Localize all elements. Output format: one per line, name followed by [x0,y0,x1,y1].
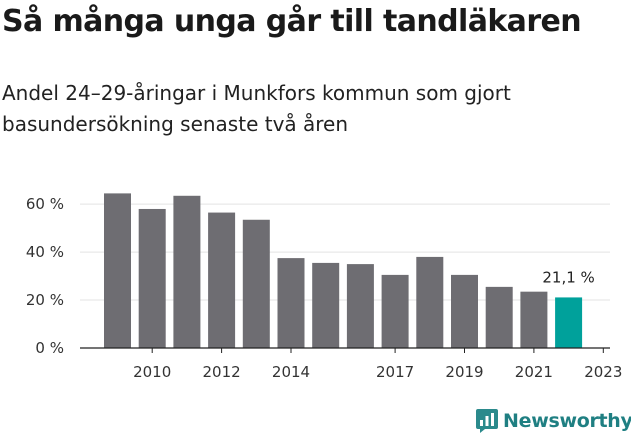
bar [346,264,374,348]
brand-name: Newsworthy [503,410,631,432]
bars [104,193,583,348]
x-tick-label: 2021 [515,363,553,381]
axes [80,347,610,353]
x-tick-label: 2012 [203,363,241,381]
brand-logo: Newsworthy [476,406,631,436]
chart-subtitle: Andel 24–29-åringar i Munkfors kommun so… [2,81,511,136]
bar [416,256,444,348]
x-tick-label: 2010 [133,363,171,381]
y-tick-label: 20 % [26,291,64,309]
bar [381,274,409,348]
x-tick-label: 2017 [376,363,414,381]
bar [451,274,478,348]
x-tick-label: 2014 [272,363,310,381]
x-tick-label: 2023 [584,363,622,381]
bar [277,258,305,348]
bar [242,219,270,348]
bar [104,193,131,348]
newsworthy-chart-logo-icon [476,409,498,433]
bar [173,195,201,348]
bar-highlight [555,297,583,348]
bar [138,208,166,348]
labels: 0 % 20 % 40 % 60 % 2010 2012 2014 2017 2019 2021 2… [26,195,623,381]
bar [520,291,548,348]
y-tick-label: 40 % [26,243,64,261]
bar [485,286,513,348]
data-label-highlight: 21,1 % [542,268,594,286]
y-tick-label: 60 % [26,195,64,213]
bar [312,262,340,348]
chart-title: Så många unga går till tandläkaren [2,4,582,39]
y-tick-label: 0 % [35,339,64,357]
bar [208,212,236,348]
x-tick-label: 2019 [445,363,483,381]
